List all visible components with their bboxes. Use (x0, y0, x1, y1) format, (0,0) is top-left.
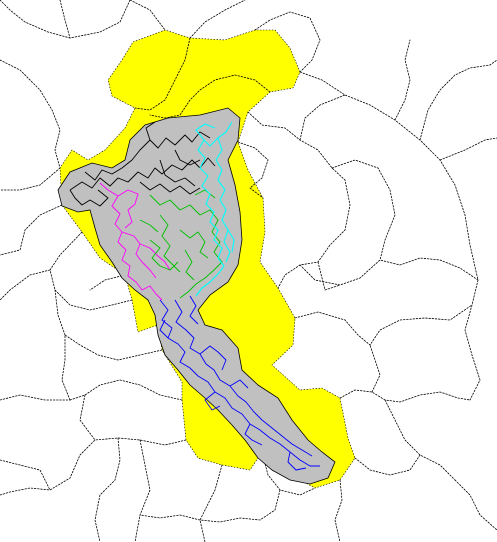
route-blue (159, 295, 320, 471)
route-black (69, 121, 216, 207)
route-magenta (99, 182, 171, 301)
route-cyan (195, 121, 235, 297)
route-green (139, 189, 223, 299)
